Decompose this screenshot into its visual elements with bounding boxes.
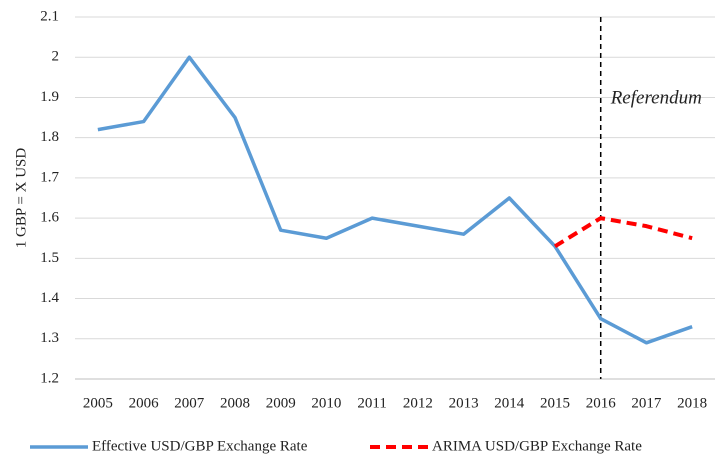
x-tick-label: 2005 [83, 395, 113, 411]
x-tick-label: 2010 [311, 395, 341, 411]
x-tick-label: 2013 [449, 395, 479, 411]
series-line [553, 216, 693, 248]
x-tick-label: 2017 [631, 395, 662, 411]
x-tick-label: 2011 [357, 395, 386, 411]
x-tick-label: 2012 [403, 395, 433, 411]
y-tick-label: 1.9 [40, 89, 59, 105]
y-tick-label: 1.2 [40, 370, 59, 386]
y-tick-label: 1.8 [40, 129, 59, 145]
y-axis-label: 1 GBP = X USD [13, 148, 29, 249]
series-line [97, 55, 693, 345]
y-tick-label: 1.7 [40, 169, 59, 185]
legend-label: Effective USD/GBP Exchange Rate [92, 438, 308, 454]
x-tick-label: 2015 [540, 395, 570, 411]
annotation-text: Referendum [610, 87, 702, 108]
x-tick-label: 2008 [220, 395, 250, 411]
legend-label: ARIMA USD/GBP Exchange Rate [432, 438, 642, 454]
x-tick-label: 2009 [266, 395, 296, 411]
x-tick-label: 2006 [129, 395, 160, 411]
y-tick-label: 1.5 [40, 250, 59, 266]
x-tick-label: 2016 [586, 395, 617, 411]
y-tick-label: 1.6 [40, 210, 59, 226]
y-tick-label: 1.3 [40, 330, 59, 346]
x-tick-label: 2007 [174, 395, 205, 411]
y-tick-label: 2.1 [40, 8, 59, 24]
x-tick-label: 2018 [677, 395, 707, 411]
y-tick-label: 1.4 [40, 290, 59, 306]
x-tick-label: 2014 [494, 395, 525, 411]
y-tick-label: 2 [52, 49, 60, 65]
